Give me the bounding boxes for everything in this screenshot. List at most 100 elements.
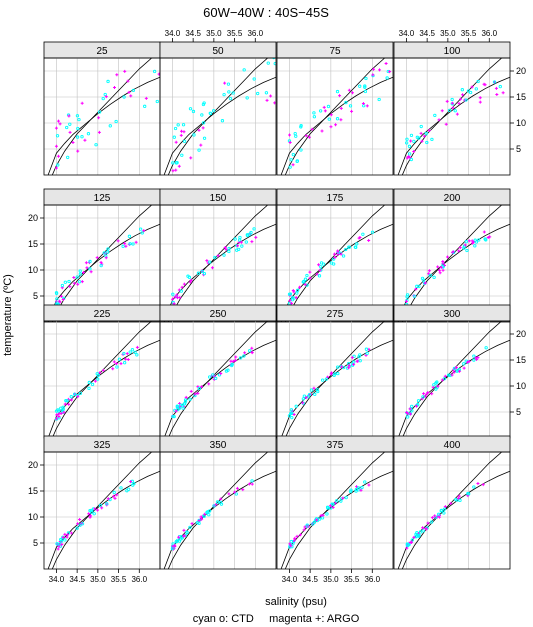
ctd-point — [133, 350, 137, 354]
argo-point — [339, 106, 343, 110]
argo-point — [115, 362, 119, 366]
ctd-point — [421, 529, 425, 533]
argo-point — [59, 294, 63, 298]
argo-point — [461, 93, 465, 97]
ctd-point — [56, 163, 60, 167]
ctd-point — [320, 378, 325, 382]
argo-point — [478, 100, 482, 104]
ctd-point — [63, 538, 67, 542]
ctd-point — [127, 234, 132, 238]
panel-frame — [159, 57, 277, 176]
ctd-point — [215, 500, 220, 504]
ctd-point — [168, 82, 170, 84]
ctd-point — [66, 155, 70, 160]
argo-point — [317, 263, 321, 267]
reference-curve-1 — [280, 470, 393, 569]
ctd-point — [405, 137, 409, 141]
argo-point — [207, 382, 211, 386]
argo-point — [436, 265, 440, 269]
ctd-point — [72, 392, 77, 396]
argo-point — [173, 295, 177, 299]
argo-point — [310, 127, 314, 131]
argo-point — [481, 483, 485, 487]
ctd-point — [498, 84, 502, 89]
ctd-point — [273, 61, 276, 66]
ctd-point — [117, 357, 122, 361]
argo-point — [269, 94, 273, 98]
argo-point — [488, 235, 492, 239]
argo-point — [199, 515, 203, 519]
ctd-point — [78, 269, 82, 273]
ctd-point — [234, 492, 238, 496]
ctd-point — [290, 415, 294, 420]
ctd-point — [188, 525, 192, 529]
argo-point — [341, 496, 345, 500]
ctd-point — [364, 347, 369, 351]
argo-point — [476, 481, 480, 485]
argo-point — [338, 94, 342, 98]
argo-point — [99, 260, 103, 264]
ctd-point — [354, 489, 358, 493]
ctd-point — [295, 159, 299, 164]
argo-point — [250, 346, 254, 350]
ctd-point — [172, 135, 176, 139]
argo-point — [227, 492, 231, 496]
argo-point — [265, 98, 269, 102]
strip-label-275: 275 — [327, 309, 344, 320]
ctd-point — [240, 244, 244, 248]
argo-point — [80, 101, 84, 105]
argo-point — [124, 244, 128, 248]
argo-point — [104, 256, 108, 260]
y-tick-label: 10 — [516, 381, 526, 391]
ctd-point — [472, 354, 476, 358]
ctd-point — [428, 273, 432, 278]
ctd-point — [252, 77, 256, 81]
argo-point — [241, 488, 245, 492]
ctd-point — [442, 507, 447, 511]
x-tick-label: 34.0 — [49, 575, 65, 584]
argo-point — [494, 86, 498, 90]
ctd-point — [468, 90, 473, 95]
ctd-point — [228, 96, 233, 101]
ctd-point — [434, 387, 438, 391]
ctd-point — [336, 365, 340, 369]
ctd-point — [226, 368, 230, 372]
ctd-point — [331, 502, 335, 506]
ctd-point — [187, 275, 192, 279]
ctd-point — [363, 84, 367, 88]
argo-point — [184, 395, 188, 399]
ctd-point — [407, 152, 412, 156]
ctd-point — [213, 255, 217, 260]
argo-point — [454, 365, 458, 369]
argo-point — [449, 501, 453, 505]
argo-point — [162, 102, 165, 105]
argo-point — [174, 409, 178, 413]
y-tick-label: 5 — [516, 144, 521, 154]
argo-point — [501, 91, 505, 95]
argo-point — [57, 119, 61, 123]
ctd-point — [412, 139, 416, 144]
ctd-point — [197, 386, 201, 391]
argo-point — [445, 99, 449, 103]
argo-point — [72, 281, 76, 285]
argo-point — [443, 374, 447, 378]
argo-point — [219, 372, 223, 376]
argo-point — [170, 60, 173, 63]
argo-point — [358, 236, 362, 240]
ctd-point — [188, 397, 192, 401]
ctd-point — [302, 394, 307, 398]
reference-curve-2 — [401, 205, 502, 322]
ctd-point — [119, 486, 123, 490]
y-tick-label: 10 — [28, 265, 38, 275]
argo-point — [243, 351, 247, 355]
argo-point — [437, 118, 441, 122]
x-tick-label: 34.0 — [282, 575, 298, 584]
ctd-point — [98, 503, 103, 508]
ctd-point — [358, 353, 362, 357]
ctd-point — [412, 294, 417, 298]
argo-point — [219, 497, 223, 501]
argo-point — [119, 362, 123, 366]
ctd-point — [484, 346, 488, 350]
ctd-point — [131, 242, 135, 246]
argo-point — [200, 517, 204, 521]
